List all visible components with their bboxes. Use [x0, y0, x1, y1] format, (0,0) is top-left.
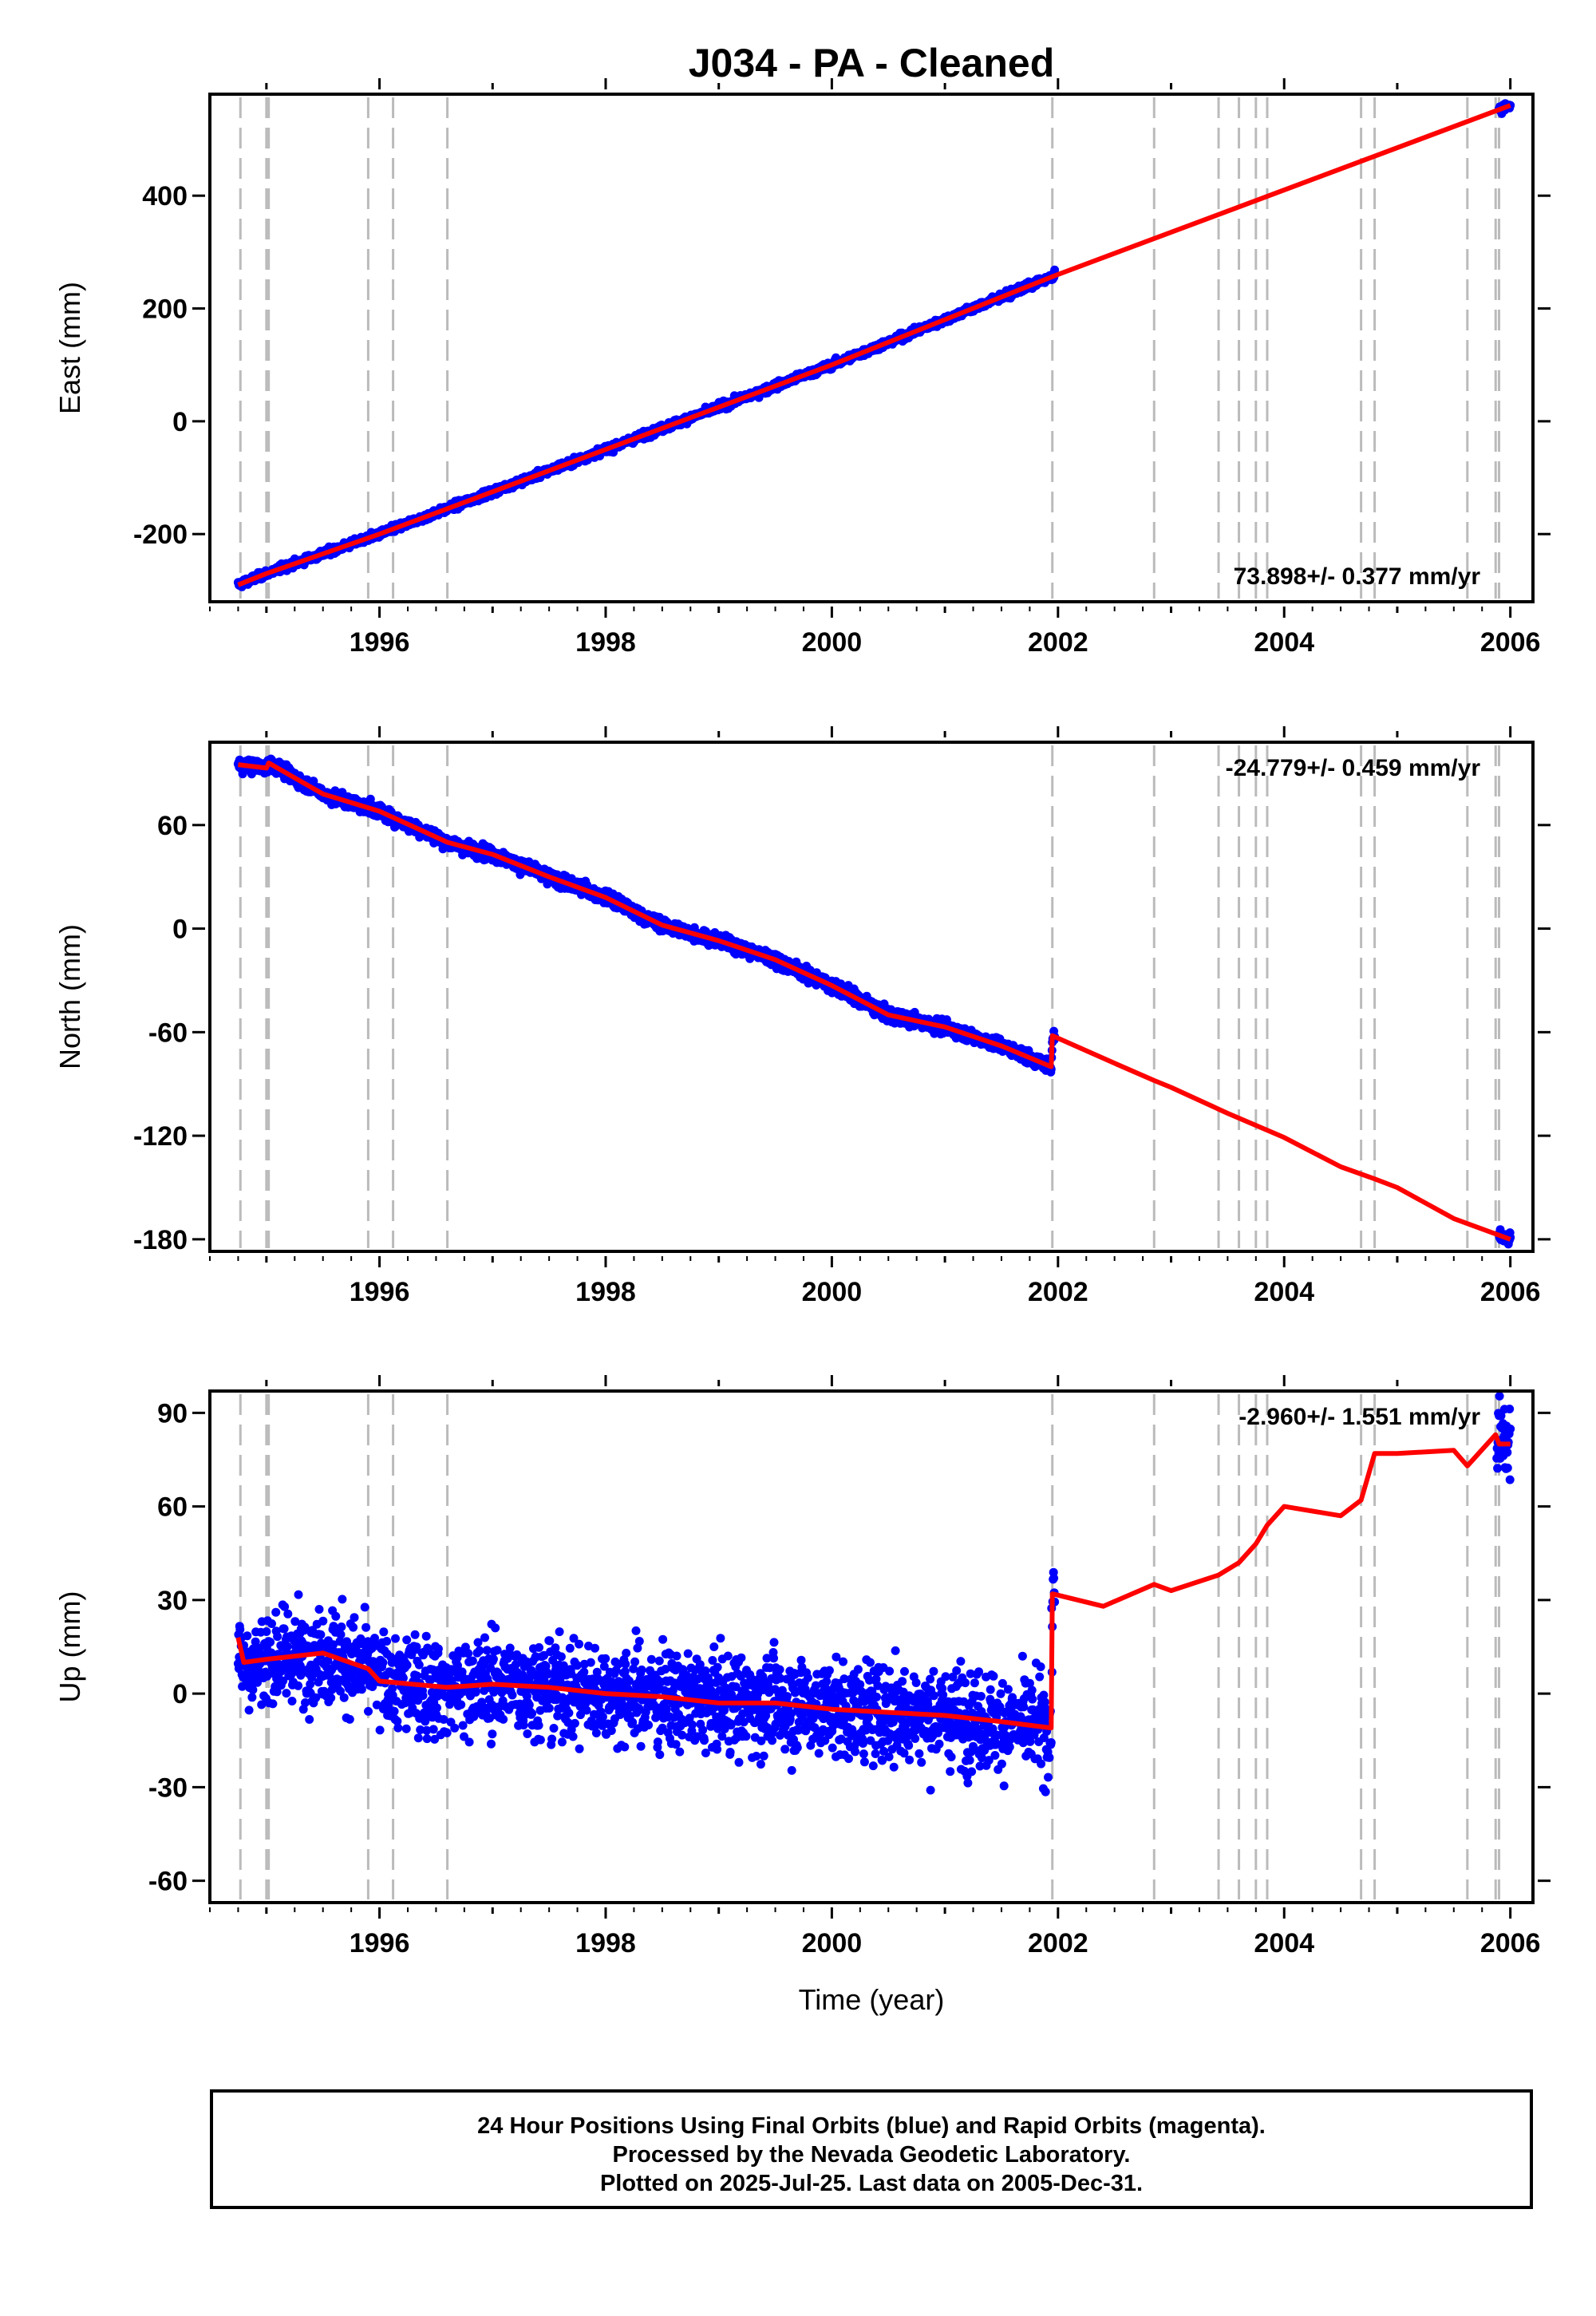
y-tick-label: -200 — [133, 520, 188, 550]
data-point — [294, 1590, 303, 1599]
data-point — [364, 1706, 373, 1716]
data-point — [314, 1605, 324, 1614]
data-point — [282, 1642, 292, 1651]
data-point — [360, 1603, 369, 1612]
data-point — [339, 1693, 349, 1702]
data-point — [331, 1611, 341, 1621]
data-point — [294, 1681, 303, 1690]
data-point — [337, 1622, 346, 1631]
x-tick-label: 2002 — [1028, 627, 1088, 658]
x-tick-label: 2002 — [1028, 1277, 1088, 1307]
x-tick-label: 2000 — [802, 627, 863, 658]
east-panel: 1996 1998 2000 2002 2004 2006 -200 0 200 400 East … — [53, 78, 1551, 658]
y-tick-label: 0 — [172, 407, 188, 437]
data-point — [279, 1624, 289, 1634]
y-tick-label: -180 — [133, 1225, 188, 1255]
y-tick-label: 200 — [142, 294, 188, 325]
data-point — [267, 1619, 276, 1628]
data-point — [244, 1705, 254, 1715]
rate-annotation: -24.779+/- 0.459 mm/yr — [1226, 755, 1481, 781]
data-point — [282, 1689, 291, 1698]
data-point — [271, 1607, 281, 1617]
data-point — [357, 1685, 366, 1694]
north-panel: 1996 1998 2000 2002 2004 2006 -180 -120 -60 0 60 No… — [53, 726, 1551, 1307]
data-point — [243, 1631, 252, 1641]
x-tick-label: 2006 — [1480, 627, 1541, 658]
up-panel: 1996 1998 2000 2002 2004 2006-60-300306090Up … — [53, 1375, 1551, 2016]
data-point — [326, 1694, 336, 1702]
data-point — [345, 1714, 354, 1724]
data-point — [336, 1630, 346, 1639]
data-point — [262, 1627, 271, 1636]
x-tick-label: 2000 — [802, 1277, 863, 1307]
y-tick-label: -60 — [148, 1018, 188, 1048]
data-point — [375, 1725, 385, 1735]
data-point — [361, 1622, 371, 1632]
data-point — [273, 1632, 282, 1642]
y-tick-label: 0 — [172, 915, 188, 945]
x-tick-label: 1996 — [350, 1277, 410, 1307]
data-point — [1050, 265, 1060, 275]
rate-annotation: 73.898+/- 0.377 mm/yr — [1234, 563, 1481, 590]
x-tick-label: 1998 — [575, 1277, 636, 1307]
data-point — [305, 1715, 314, 1724]
data-point — [287, 1697, 297, 1705]
y-axis-label: East (mm) — [53, 282, 86, 414]
x-tick-label: 2004 — [1254, 627, 1314, 658]
data-point — [283, 1609, 293, 1618]
data-point — [266, 1638, 275, 1647]
data-point — [350, 1613, 359, 1622]
y-tick-label: -120 — [133, 1121, 188, 1152]
model-line — [237, 103, 1511, 587]
data-point — [248, 1685, 258, 1694]
y-tick-label: 60 — [157, 811, 188, 841]
x-tick-label: 1996 — [350, 627, 410, 658]
data-point — [370, 1634, 379, 1643]
data-point — [349, 1622, 358, 1632]
data-points — [233, 754, 1515, 1249]
data-point — [318, 1616, 328, 1626]
data-point — [235, 1625, 245, 1634]
data-point — [247, 1693, 257, 1702]
x-tick-label: 1998 — [575, 627, 636, 658]
data-points — [233, 1391, 1515, 1796]
plot-frame — [208, 93, 1535, 603]
data-point — [268, 1699, 278, 1709]
data-point — [338, 1595, 347, 1604]
data-point — [316, 1630, 326, 1639]
x-tick-label: 2006 — [1480, 1277, 1541, 1307]
chart-title: J034 - PA - Cleaned — [689, 41, 1055, 85]
x-tick-label: 2004 — [1254, 1277, 1314, 1307]
y-axis-label: North (mm) — [53, 924, 86, 1069]
y-tick-label: 400 — [142, 181, 188, 211]
